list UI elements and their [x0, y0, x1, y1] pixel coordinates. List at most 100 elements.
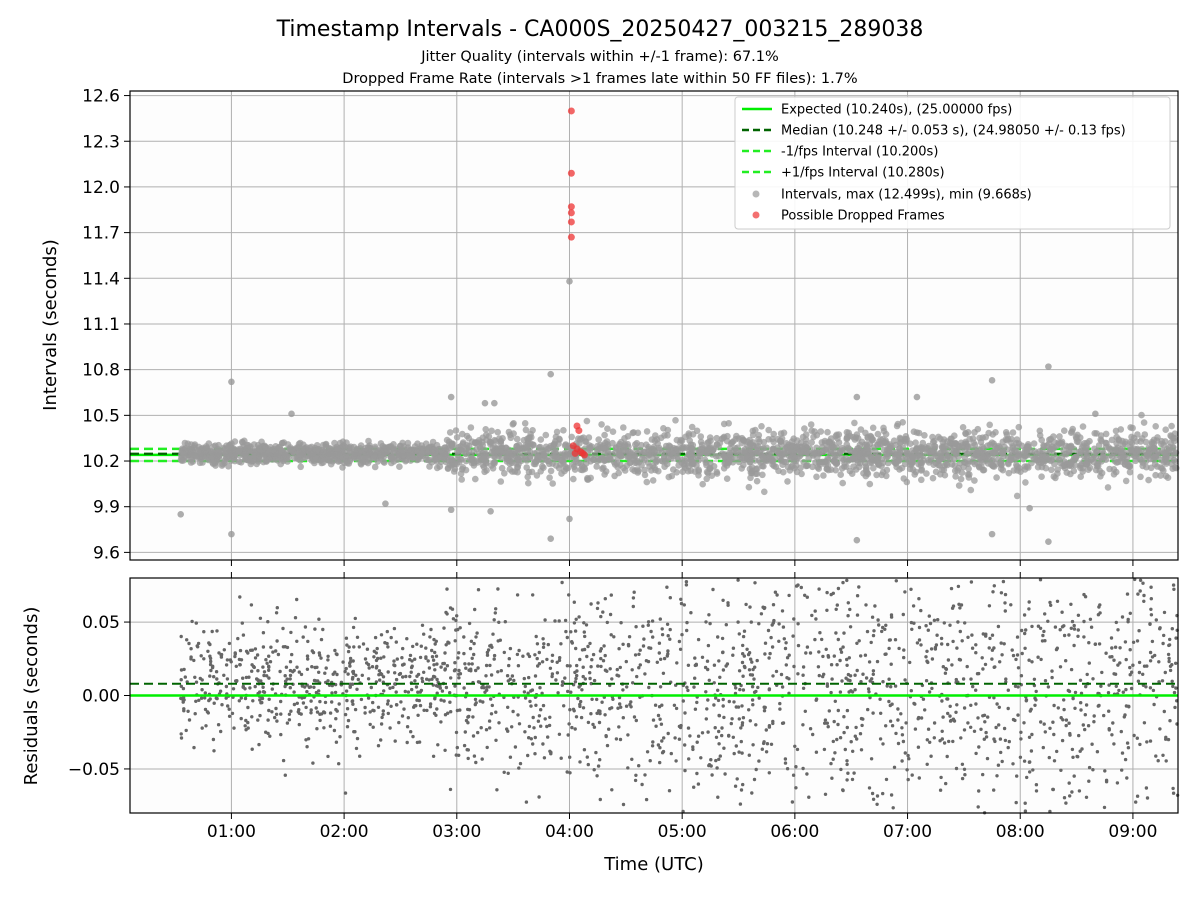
residual-point	[1006, 706, 1010, 711]
residual-point	[182, 667, 186, 672]
residual-point	[404, 674, 408, 679]
residual-point	[236, 636, 240, 641]
residual-point	[771, 674, 775, 678]
interval-point	[788, 438, 796, 445]
residual-point	[843, 747, 847, 752]
interval-point	[820, 472, 827, 479]
interval-point	[824, 428, 831, 436]
residual-point	[209, 659, 213, 664]
residual-point	[1112, 742, 1116, 746]
residual-point	[278, 669, 282, 674]
residual-point	[839, 650, 844, 654]
interval-point	[753, 470, 761, 478]
residual-point	[462, 743, 467, 748]
residual-point	[699, 756, 703, 760]
residual-point	[406, 690, 411, 694]
residual-point	[654, 724, 658, 728]
interval-point	[1033, 450, 1041, 457]
residual-point	[570, 641, 574, 645]
interval-point	[770, 430, 777, 438]
residual-point	[541, 742, 545, 746]
residual-point	[1072, 623, 1076, 628]
x-tick-label: 02:00	[320, 822, 369, 842]
residual-point	[705, 659, 710, 663]
residual-point	[1093, 642, 1098, 646]
residual-point	[309, 711, 313, 715]
residual-point	[1077, 789, 1082, 793]
interval-point	[760, 438, 768, 446]
residual-point	[875, 794, 880, 798]
residual-point	[666, 649, 670, 653]
residual-point	[714, 758, 718, 763]
residual-point	[626, 766, 630, 770]
residual-point	[288, 660, 293, 664]
residual-point	[996, 763, 1001, 767]
residual-point	[506, 771, 510, 775]
interval-point	[1171, 430, 1179, 438]
interval-point	[1061, 427, 1068, 435]
interval-point	[487, 438, 494, 446]
interval-point	[212, 442, 219, 450]
residual-point	[796, 643, 801, 648]
interval-point	[1086, 437, 1093, 445]
residual-point	[974, 643, 978, 647]
residual-point	[873, 604, 877, 608]
residual-point	[439, 720, 443, 724]
residual-point	[443, 651, 447, 655]
residual-point	[930, 657, 935, 661]
residual-point	[966, 721, 970, 725]
residual-point	[250, 747, 254, 751]
residual-point	[995, 702, 999, 706]
residual-point	[969, 725, 973, 729]
interval-point	[650, 443, 658, 451]
residual-point	[368, 722, 372, 727]
residual-point	[712, 681, 716, 685]
residual-point	[796, 583, 800, 587]
interval-point	[652, 457, 660, 465]
residual-point	[685, 685, 689, 689]
residual-point	[1006, 688, 1010, 692]
residual-point	[424, 655, 428, 659]
residual-point	[350, 682, 355, 686]
interval-point	[540, 464, 547, 472]
residual-point	[741, 688, 746, 692]
interval-point	[450, 468, 458, 475]
residual-point	[1137, 670, 1142, 675]
residual-point	[248, 686, 252, 690]
residual-point	[1092, 714, 1096, 718]
residual-point	[1153, 653, 1157, 658]
interval-point	[629, 429, 636, 437]
interval-point	[903, 478, 911, 486]
residual-point	[595, 697, 599, 702]
interval-point	[849, 454, 856, 462]
residual-point	[889, 685, 893, 689]
residual-point	[648, 759, 652, 763]
interval-point	[813, 453, 821, 461]
residual-point	[422, 670, 426, 674]
residual-point	[456, 656, 460, 660]
interval-point	[457, 455, 464, 463]
residual-point	[599, 614, 603, 619]
residual-point	[484, 674, 488, 678]
residual-point	[771, 721, 775, 726]
residual-point	[217, 651, 221, 655]
residual-point	[1030, 732, 1034, 737]
residual-point	[691, 747, 695, 752]
residual-point	[314, 706, 318, 710]
residual-point	[539, 708, 543, 712]
residual-point	[955, 703, 959, 707]
residual-point	[682, 603, 686, 607]
residual-point	[582, 630, 586, 634]
residual-point	[1078, 749, 1082, 753]
interval-point	[448, 457, 456, 464]
residual-point	[283, 674, 287, 678]
dropped-frame-point	[567, 233, 575, 241]
residual-point	[418, 690, 422, 694]
residual-point	[533, 735, 537, 740]
residual-point	[608, 707, 612, 711]
interval-point	[1161, 450, 1169, 457]
interval-point	[1152, 471, 1159, 479]
residual-point	[990, 657, 994, 661]
interval-point	[655, 467, 662, 475]
residual-point	[295, 639, 299, 643]
